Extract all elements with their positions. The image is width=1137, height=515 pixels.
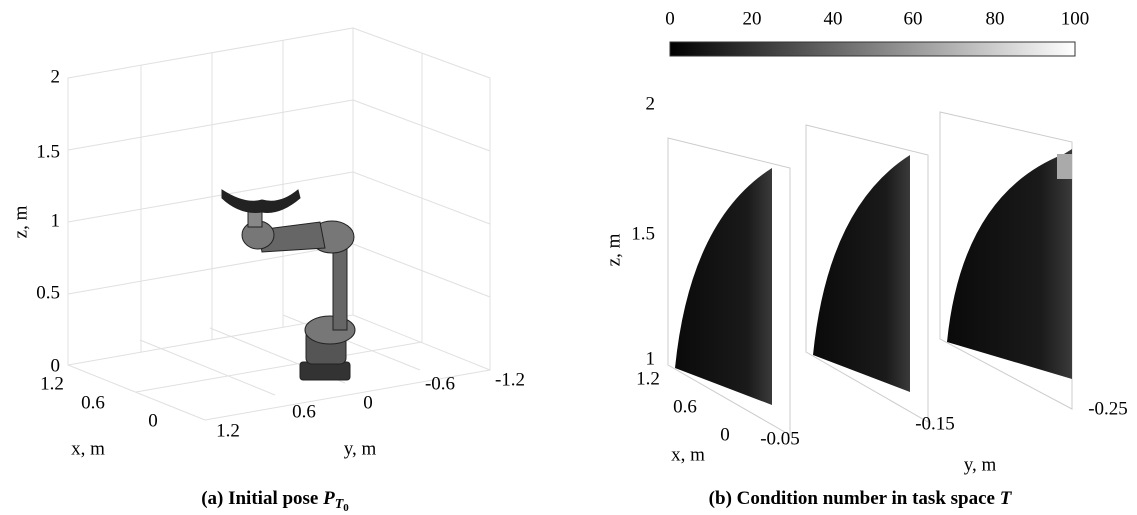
x-tick-label: 0.6 [673,396,697,417]
x-tick-label: 1.2 [40,373,64,394]
colorbar-tick-label: 40 [824,8,843,29]
y-tick-label: -0.15 [915,413,955,434]
z-tick-label: 1.5 [631,223,655,244]
y-tick-label: -1.2 [495,369,525,390]
z-axis-label: z, m [10,205,31,238]
x-tick-label: 1.2 [636,368,660,389]
y-axis-label: y, m [964,454,997,475]
colorbar-tick-label: 80 [986,8,1005,29]
colorbar-tick-label: 60 [904,8,923,29]
colorbar-tick-label: 0 [665,8,675,29]
z-tick-label: 1 [51,210,61,231]
y-tick-label: -0.25 [1088,398,1128,419]
z-tick-label: 1 [646,348,656,369]
z-tick-label: 2 [646,93,656,114]
colorbar-tick-label: 100 [1061,8,1090,29]
z-tick-label: 1.5 [36,141,60,162]
z-tick-label: 0.5 [36,282,60,303]
y-tick-label: 0.6 [292,401,316,422]
axes-box [68,28,490,420]
y-tick-label: -0.6 [425,373,455,394]
colorbar [670,42,1075,56]
caption-b: (b) Condition number in task space T [709,488,1013,509]
z-axis-label: z, m [603,233,624,266]
y-axis-label: y, m [344,438,377,459]
z-tick-label: 2 [51,66,61,87]
y-tick-label: 1.2 [216,420,240,441]
x-tick-label: 0 [720,424,730,445]
figure: 2 1.5 1 0.5 0 1.2 0.6 0 1.2 0.6 0 -0.6 -1.2 z, m x, m y… [0,0,1137,515]
caption-a: (a) Initial pose PT0 [201,488,349,513]
colorbar-tick-label: 20 [743,8,762,29]
x-axis-label: x, m [71,438,105,459]
x-tick-label: 0.6 [81,392,105,413]
x-axis-label: x, m [671,444,705,465]
slices [668,112,1072,435]
x-tick-label: 0 [148,410,158,431]
y-tick-label: 0 [363,392,373,413]
y-tick-label: -0.05 [760,428,800,449]
